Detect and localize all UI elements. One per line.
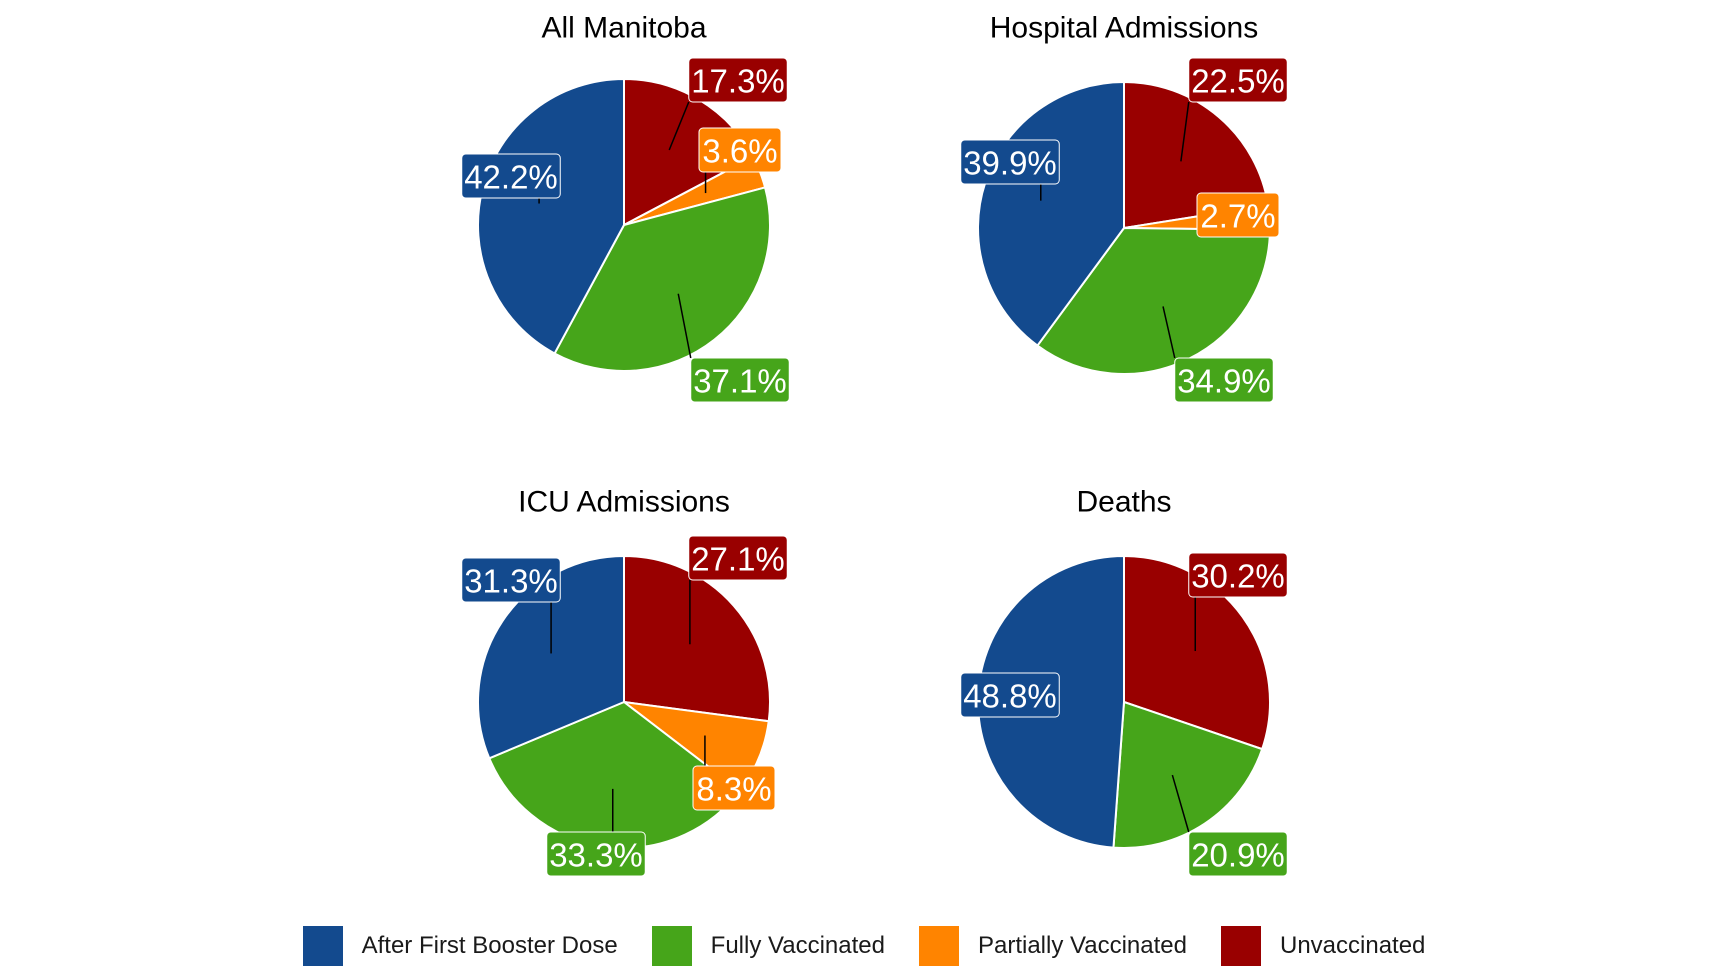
pie-labels: 30.2% 20.9% 48.8%	[960, 552, 1288, 877]
data-label-box	[960, 139, 1060, 185]
legend-swatch	[918, 926, 959, 966]
data-label: 42.2%	[464, 159, 558, 196]
pie-slices	[477, 77, 771, 372]
data-label-box	[692, 765, 776, 811]
data-label: 17.3%	[691, 63, 785, 100]
legend-label: Fully Vaccinated	[710, 932, 885, 959]
panel-title: Deaths	[1076, 486, 1171, 519]
leader-line	[1171, 774, 1190, 833]
leader-line	[668, 101, 690, 151]
panel-title: Hospital Admissions	[990, 12, 1258, 45]
panel-title: ICU Admissions	[518, 486, 730, 519]
data-label-box	[688, 535, 788, 581]
legend-item-unvaccinated: Unvaccinated	[1220, 926, 1426, 966]
pie-labels: 17.3% 3.6% 37.1% 42.2%	[461, 57, 790, 403]
data-label-box	[1196, 192, 1280, 238]
pie-labels: 22.5% 2.7% 34.9% 39.9%	[960, 57, 1288, 403]
legend-item-fully: Fully Vaccinated	[651, 926, 885, 966]
legend-item-partially: Partially Vaccinated	[918, 926, 1187, 966]
data-label: 20.9%	[1191, 837, 1285, 874]
legend-item-booster: After First Booster Dose	[302, 926, 618, 966]
legend-swatch	[1220, 926, 1261, 966]
legend-swatch	[651, 926, 692, 966]
data-label: 48.8%	[963, 678, 1057, 715]
panel-all-manitoba: All Manitoba 17.3% 3.6% 37.1% 42.2%	[461, 12, 790, 403]
data-label-box	[960, 672, 1060, 718]
leader-line	[1162, 306, 1176, 359]
data-label: 34.9%	[1177, 363, 1271, 400]
data-label-box	[688, 57, 788, 103]
pie-slice-after-first-booster-dose	[477, 554, 625, 760]
data-label: 22.5%	[1191, 63, 1285, 100]
data-label-box	[698, 127, 782, 173]
panel-deaths: Deaths 30.2% 20.9% 48.8%	[960, 486, 1288, 877]
legend-label: After First Booster Dose	[361, 932, 618, 959]
leader-line	[677, 293, 692, 359]
data-label: 2.7%	[1200, 198, 1275, 235]
pie-slice-unvaccinated	[1123, 80, 1270, 230]
data-label-box	[1188, 552, 1288, 598]
pie-slice-fully-vaccinated	[1112, 700, 1264, 849]
data-label-box	[1188, 831, 1288, 877]
leader-line	[1180, 101, 1190, 162]
data-label: 39.9%	[963, 145, 1057, 182]
legend-label: Unvaccinated	[1279, 932, 1426, 959]
data-label-box	[1174, 357, 1274, 403]
pie-slice-unvaccinated	[623, 554, 771, 723]
data-label-box	[546, 831, 646, 877]
data-label: 37.1%	[693, 363, 787, 400]
data-label-box	[461, 557, 561, 603]
pie-slice-unvaccinated	[1123, 554, 1271, 751]
legend-swatch	[302, 926, 343, 966]
data-label-box	[690, 357, 790, 403]
data-label: 33.3%	[549, 837, 643, 874]
data-label: 8.3%	[696, 771, 771, 808]
data-label-box	[461, 153, 561, 199]
data-label: 31.3%	[464, 563, 558, 600]
legend-label: Partially Vaccinated	[977, 932, 1187, 959]
pie-labels: 27.1% 8.3% 33.3% 31.3%	[461, 535, 788, 877]
panel-hospital-admissions: Hospital Admissions 22.5% 2.7% 34.9% 39.9%	[960, 12, 1288, 403]
data-label: 30.2%	[1191, 558, 1285, 595]
data-label-box	[1188, 57, 1288, 103]
panel-title: All Manitoba	[541, 12, 706, 45]
panel-icu-admissions: ICU Admissions 27.1% 8.3% 33.3% 31.3%	[461, 486, 788, 877]
data-label: 27.1%	[691, 541, 785, 578]
pie-slice-fully-vaccinated	[553, 186, 771, 372]
data-label: 3.6%	[702, 133, 777, 170]
legend: After First Booster Dose Fully Vaccinate…	[0, 918, 1728, 974]
